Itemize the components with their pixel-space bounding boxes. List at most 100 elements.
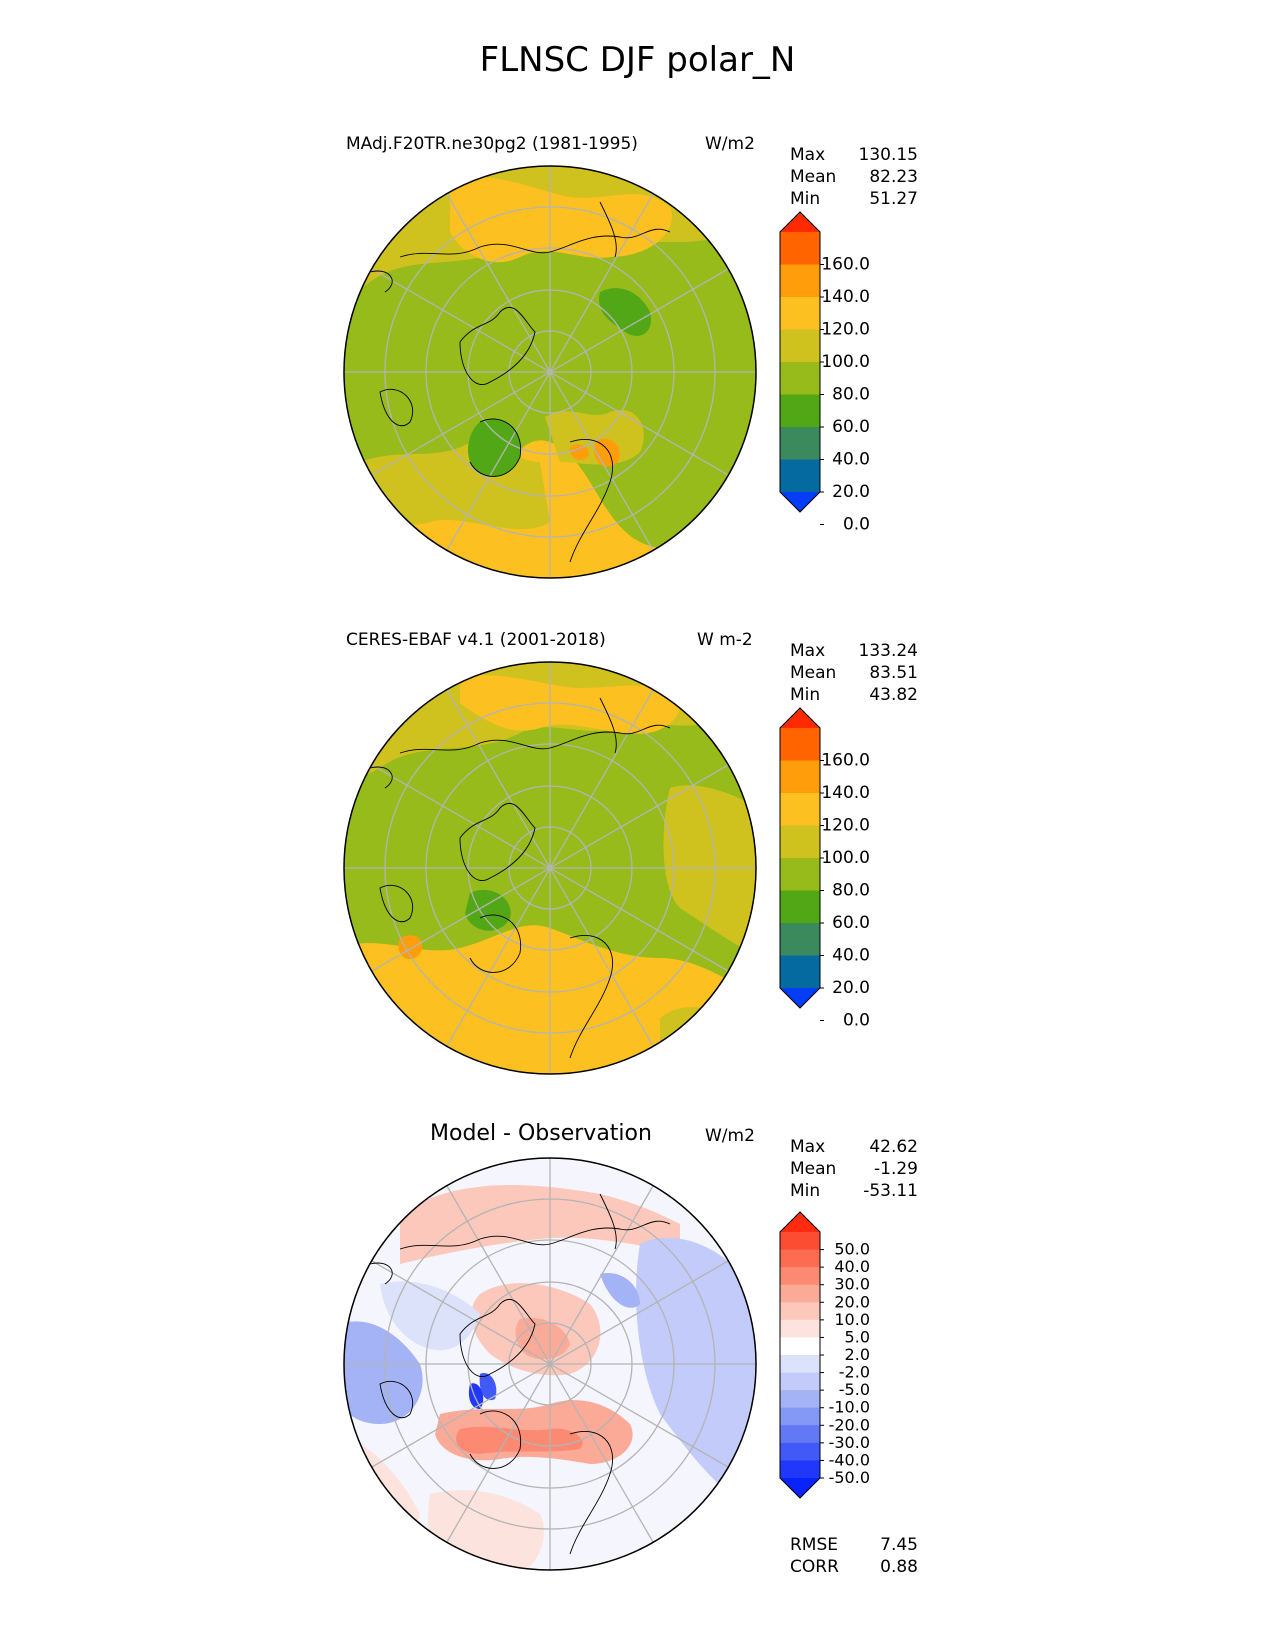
colorbar-block xyxy=(780,1442,820,1461)
colorbar-tick-label: 160.0 xyxy=(821,751,870,771)
colorbar-tick-label: 40.0 xyxy=(832,450,870,470)
colorbar-tick-label: 60.0 xyxy=(832,417,870,437)
polar-map xyxy=(343,661,757,1075)
polar-map xyxy=(343,1157,757,1571)
panel-title: CERES-EBAF v4.1 (2001-2018) xyxy=(346,630,606,650)
colorbar-block xyxy=(780,329,820,363)
colorbar-tick-label: 120.0 xyxy=(821,320,870,340)
colorbar-tick-label: 40.0 xyxy=(834,1257,870,1276)
colorbar-tick-label: 30.0 xyxy=(834,1275,870,1294)
colorbar-block xyxy=(780,1390,820,1409)
colorbar-block xyxy=(780,1249,820,1268)
colorbar-tick-label: -2.0 xyxy=(839,1363,870,1382)
colorbar-tick-label: 50.0 xyxy=(834,1240,870,1259)
colorbar-tick-label: 100.0 xyxy=(821,352,870,372)
colorbar-tick-label: 10.0 xyxy=(834,1310,870,1329)
colorbar: 50.040.030.020.010.05.02.0-2.0-5.0-10.0-… xyxy=(779,1211,870,1499)
colorbar-block xyxy=(780,459,820,493)
stat-mean: Mean 82.23 xyxy=(790,167,918,187)
metric-corr: CORR 0.88 xyxy=(790,1557,918,1577)
colorbar-tick-label: 20.0 xyxy=(832,978,870,998)
polar-map xyxy=(343,165,757,579)
colorbar: 160.0 140.0 120.0 100.0 80.0 60.0 40.0 20.0 0.0 xyxy=(779,707,870,1031)
colorbar-block xyxy=(780,923,820,956)
colorbar-ticks: 160.0 140.0 120.0 100.0 80.0 60.0 40.0 20.0 0.0 xyxy=(820,255,870,535)
colorbar-tick-label: -20.0 xyxy=(829,1415,870,1434)
stat-max: Max 42.62 xyxy=(790,1137,918,1157)
colorbar-block xyxy=(780,890,820,924)
panel-diff: Model - Observation W/m2 Max 42.62 Mean -1… xyxy=(0,1120,1275,1640)
colorbar-extend-bottom xyxy=(780,492,820,512)
metrics-box: RMSE 7.45 CORR 0.88 xyxy=(790,1534,918,1578)
colorbar-block xyxy=(780,858,820,891)
colorbar-tick-label: 0.0 xyxy=(843,1011,870,1031)
colorbar-tick-label: -5.0 xyxy=(839,1380,870,1399)
colorbar-block xyxy=(780,394,820,428)
colorbar-block xyxy=(780,1267,820,1286)
colorbar-tick-label: 140.0 xyxy=(821,783,870,803)
stats-box: Max 42.62 Mean -1.29 Min -53.11 xyxy=(790,1136,918,1202)
colorbar-blocks xyxy=(779,1211,821,1499)
colorbar-block xyxy=(780,1302,820,1321)
colorbar-block xyxy=(780,1372,820,1391)
colorbar-block xyxy=(780,1232,820,1251)
colorbar-tick-label: 40.0 xyxy=(832,946,870,966)
stats-box: Max 133.24 Mean 83.51 Min 43.82 xyxy=(790,640,918,706)
stats-box: Max 130.15 Mean 82.23 Min 51.27 xyxy=(790,144,918,210)
colorbar-block xyxy=(780,760,820,794)
colorbar-blocks xyxy=(779,211,821,513)
colorbar-tick-label: 140.0 xyxy=(821,287,870,307)
colorbar-block xyxy=(780,1460,820,1479)
colorbar-tick-label: -40.0 xyxy=(829,1450,870,1469)
colorbar-block xyxy=(780,955,820,989)
colorbar-tick-label: 20.0 xyxy=(832,482,870,502)
colorbar-block xyxy=(780,264,820,298)
panel-test: MAdj.F20TR.ne30pg2 (1981-1995) W/m2 Max 1… xyxy=(0,128,1275,608)
stat-min: Min -53.11 xyxy=(790,1181,918,1201)
colorbar-blocks xyxy=(779,707,821,1009)
colorbar-block xyxy=(780,793,820,826)
colorbar-block xyxy=(780,825,820,859)
metric-rmse: RMSE 7.45 xyxy=(790,1535,918,1555)
colorbar-tick-label: 60.0 xyxy=(832,913,870,933)
colorbar-tick-label: 100.0 xyxy=(821,848,870,868)
colorbar-block xyxy=(780,1407,820,1426)
colorbar-block xyxy=(780,728,820,761)
colorbar-tick-label: 160.0 xyxy=(821,255,870,275)
colorbar-extend-bottom xyxy=(780,988,820,1008)
colorbar-tick-label: -30.0 xyxy=(829,1433,870,1452)
colorbar-tick-label: 120.0 xyxy=(821,816,870,836)
colorbar-tick-label: 0.0 xyxy=(843,515,870,535)
panel-title: Model - Observation xyxy=(430,1121,652,1146)
colorbar-ticks: 50.040.030.020.010.05.02.0-2.0-5.0-10.0-… xyxy=(820,1240,870,1487)
colorbar-tick-label: 80.0 xyxy=(832,385,870,405)
colorbar-tick-label: 2.0 xyxy=(845,1345,870,1364)
stat-mean: Mean -1.29 xyxy=(790,1159,918,1179)
colorbar-block xyxy=(780,1337,820,1356)
colorbar-extend-top xyxy=(780,212,820,232)
stat-max: Max 130.15 xyxy=(790,145,918,165)
colorbar-block xyxy=(780,1355,820,1374)
colorbar-tick-label: 20.0 xyxy=(834,1292,870,1311)
stat-min: Min 43.82 xyxy=(790,685,918,705)
colorbar-tick-label: 5.0 xyxy=(845,1327,870,1346)
colorbar-block xyxy=(780,362,820,395)
panel-units: W m-2 xyxy=(697,630,753,650)
panel-units: W/m2 xyxy=(705,1126,755,1146)
stat-max: Max 133.24 xyxy=(790,641,918,661)
colorbar-block xyxy=(780,427,820,460)
colorbar-block xyxy=(780,297,820,330)
panel-units: W/m2 xyxy=(705,134,755,154)
colorbar-tick-label: -50.0 xyxy=(829,1468,870,1487)
colorbar-tick-label: -10.0 xyxy=(829,1398,870,1417)
colorbar-extend-top xyxy=(780,1212,820,1232)
stat-min: Min 51.27 xyxy=(790,189,918,209)
figure-title: FLNSC DJF polar_N xyxy=(479,40,796,80)
colorbar: 160.0 140.0 120.0 100.0 80.0 60.0 40.0 20.0 0.0 xyxy=(779,211,870,535)
colorbar-block xyxy=(780,232,820,265)
colorbar-extend-bottom xyxy=(780,1478,820,1498)
colorbar-block xyxy=(780,1425,820,1444)
colorbar-block xyxy=(780,1284,820,1303)
panel-title: MAdj.F20TR.ne30pg2 (1981-1995) xyxy=(346,134,638,154)
colorbar-block xyxy=(780,1319,820,1338)
